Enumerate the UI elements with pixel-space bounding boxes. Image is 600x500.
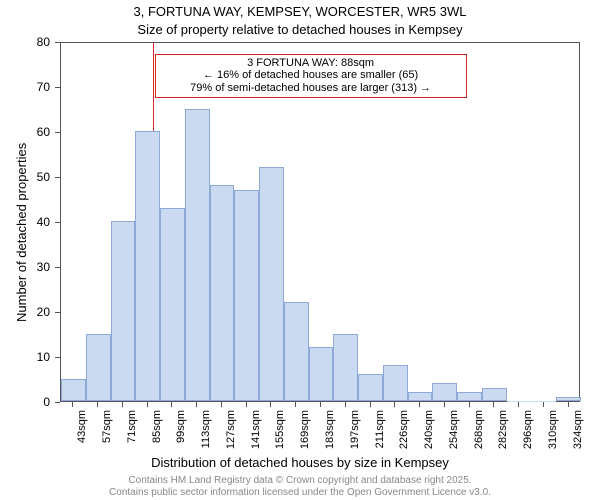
y-tick-label: 70 [0,80,50,94]
x-tick-label: 57sqm [101,410,113,460]
y-tick-label: 30 [0,260,50,274]
x-tick-label: 282sqm [497,410,509,460]
x-tick-label: 71sqm [126,410,138,460]
y-tick-label: 50 [0,170,50,184]
annotation-line2: ← 16% of detached houses are smaller (65… [160,69,462,82]
bar [135,131,160,401]
bar [408,392,433,401]
bar [259,167,284,401]
bar [333,334,358,402]
x-tick-label: 240sqm [423,410,435,460]
x-tick-label: 43sqm [76,410,88,460]
bar [234,190,259,402]
bar [531,401,556,402]
bar [160,208,185,402]
x-tick-label: 183sqm [324,410,336,460]
x-tick-label: 226sqm [398,410,410,460]
annotation-line1: 3 FORTUNA WAY: 88sqm [160,57,462,70]
x-tick-label: 296sqm [522,410,534,460]
chart-container: 3, FORTUNA WAY, KEMPSEY, WORCESTER, WR5 … [0,0,600,500]
x-tick-label: 155sqm [274,410,286,460]
bar [432,383,457,401]
x-tick-label: 127sqm [225,410,237,460]
y-tick-label: 0 [0,395,50,409]
footer-line1: Contains HM Land Registry data © Crown c… [0,475,600,487]
annotation-box: 3 FORTUNA WAY: 88sqm ← 16% of detached h… [155,54,467,98]
y-tick-label: 20 [0,305,50,319]
bar [556,397,581,402]
x-tick-label: 254sqm [448,410,460,460]
x-tick-label: 324sqm [572,410,584,460]
y-tick-label: 40 [0,215,50,229]
x-tick-label: 169sqm [299,410,311,460]
x-tick-label: 310sqm [547,410,559,460]
footer-line2: Contains public sector information licen… [0,487,600,499]
x-tick-label: 99sqm [175,410,187,460]
bar [482,388,507,402]
x-tick-label: 113sqm [200,410,212,460]
plot-area: 3 FORTUNA WAY: 88sqm ← 16% of detached h… [60,42,580,402]
x-tick-label: 211sqm [374,410,386,460]
chart-title-line1: 3, FORTUNA WAY, KEMPSEY, WORCESTER, WR5 … [0,4,600,19]
bar [185,109,210,402]
footer-text: Contains HM Land Registry data © Crown c… [0,475,600,498]
x-tick-label: 141sqm [250,410,262,460]
bar [457,392,482,401]
bar [309,347,334,401]
y-tick-label: 60 [0,125,50,139]
bar [358,374,383,401]
bar [86,334,111,402]
bar [383,365,408,401]
bar [507,401,532,402]
bar [111,221,136,401]
x-tick-label: 85sqm [151,410,163,460]
bar [210,185,235,401]
x-tick-label: 268sqm [473,410,485,460]
bar [284,302,309,401]
y-tick-label: 80 [0,35,50,49]
x-tick-label: 197sqm [349,410,361,460]
chart-title-line2: Size of property relative to detached ho… [0,22,600,37]
annotation-line3: 79% of semi-detached houses are larger (… [160,82,462,95]
y-tick-label: 10 [0,350,50,364]
bar [61,379,86,402]
